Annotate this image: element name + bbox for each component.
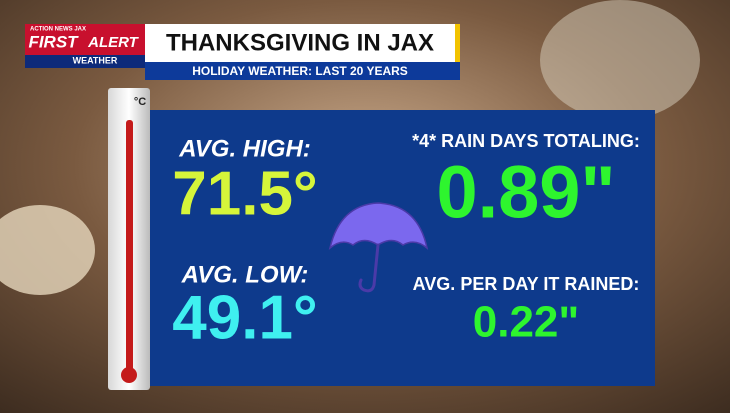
subtitle: HOLIDAY WEATHER: LAST 20 YEARS — [192, 64, 408, 78]
title-bar — [145, 24, 460, 62]
high-label: AVG. HIGH: — [178, 135, 311, 162]
low-value: 49.1° — [172, 283, 317, 352]
logo-first: FIRST — [28, 32, 79, 51]
pumpkin — [0, 205, 95, 295]
high-value: 71.5° — [172, 159, 317, 228]
thermometer-fluid — [126, 120, 133, 375]
glass — [540, 0, 700, 120]
low-label: AVG. LOW: — [181, 261, 309, 288]
thermometer-unit: °C — [134, 96, 146, 108]
umbrella-icon — [328, 202, 429, 293]
logo-band — [25, 55, 145, 68]
rain-value: 0.89" — [436, 151, 615, 234]
rain-label: *4* RAIN DAYS TOTALING: — [412, 131, 640, 151]
logo-weather: WEATHER — [73, 55, 118, 65]
title: THANKSGIVING IN JAX — [166, 29, 434, 56]
per-day-label: AVG. PER DAY IT RAINED: — [413, 274, 640, 294]
per-day-value: 0.22" — [473, 298, 580, 347]
thermometer-bulb — [121, 367, 137, 383]
logo-station: ACTION NEWS JAX — [30, 27, 86, 33]
logo-alert: ALERT — [87, 34, 140, 51]
title-accent — [455, 24, 460, 62]
subtitle-bar — [145, 62, 460, 80]
panel — [148, 110, 655, 386]
